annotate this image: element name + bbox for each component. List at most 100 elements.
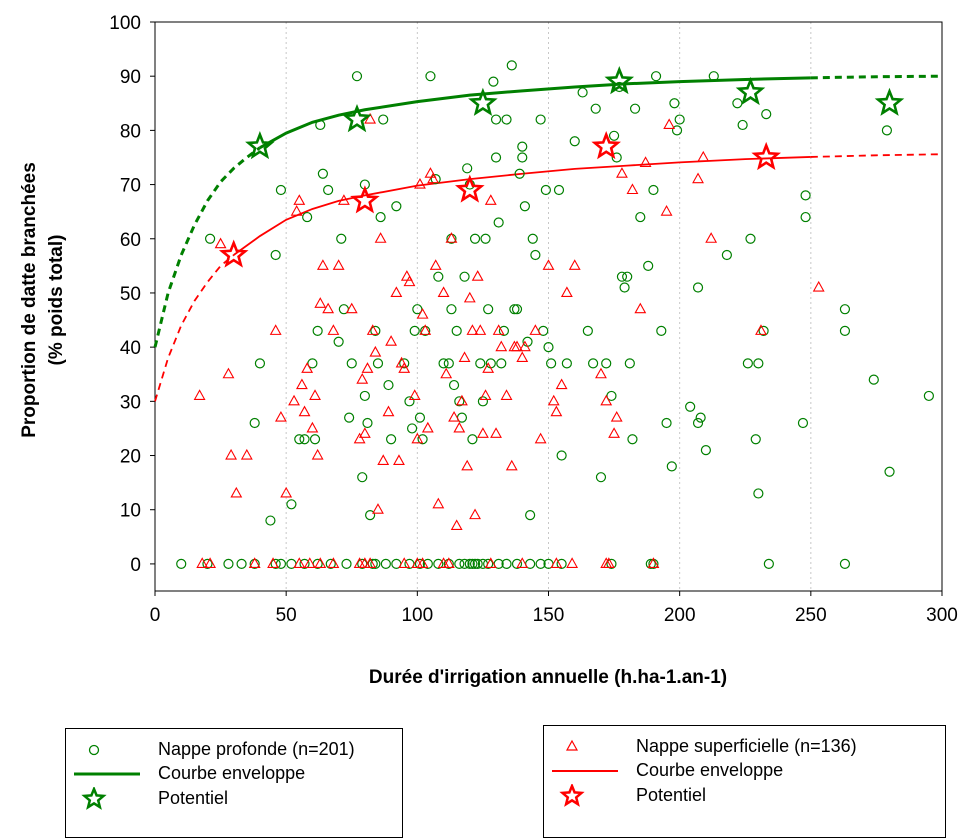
- data-point-circle: [501, 114, 512, 125]
- data-point-triangle: [542, 259, 555, 270]
- data-point-triangle: [550, 557, 563, 568]
- y-tick-label: 20: [120, 447, 141, 468]
- data-point-triangle: [382, 405, 395, 417]
- data-point-circle: [601, 358, 612, 369]
- data-point-triangle: [602, 557, 615, 568]
- data-point-circle: [359, 390, 370, 402]
- data-point-triangle: [547, 394, 560, 406]
- data-point-triangle: [421, 421, 434, 433]
- data-point-circle: [674, 114, 685, 125]
- data-point-circle: [800, 211, 811, 223]
- data-point-circle: [923, 390, 934, 402]
- envelope-dashed-start: [154, 254, 235, 402]
- data-point-triangle: [314, 557, 327, 568]
- data-point-circle: [370, 558, 381, 570]
- data-point-triangle: [639, 156, 652, 167]
- x-axis-title: Durée d'irrigation annuelle (h.ha-1.an-1…: [369, 667, 727, 688]
- data-point-triangle: [288, 394, 300, 406]
- data-point-circle: [309, 434, 321, 445]
- data-point-circle: [202, 558, 213, 570]
- line-marker-icon: [552, 770, 618, 772]
- data-point-circle: [619, 282, 630, 293]
- data-point-triangle: [437, 286, 450, 298]
- x-tick-label: 100: [401, 605, 433, 626]
- data-point-circle: [399, 358, 410, 369]
- data-point-triangle: [411, 432, 424, 444]
- star-marker-icon: [559, 784, 585, 807]
- data-point-triangle: [812, 280, 825, 292]
- data-point-circle: [517, 141, 528, 152]
- data-point-triangle: [705, 232, 718, 243]
- potentiel-star: [751, 141, 781, 171]
- data-point-circle: [493, 217, 504, 228]
- data-point-circle: [294, 434, 305, 445]
- data-point-circle: [307, 358, 318, 369]
- data-point-circle: [732, 98, 743, 109]
- data-point-circle: [501, 558, 512, 570]
- data-point-triangle: [663, 118, 676, 130]
- data-point-circle: [299, 558, 310, 570]
- data-point-circle: [370, 325, 381, 336]
- vertical-gridlines: [285, 22, 812, 591]
- legend-item-potentiel: Potentiel: [66, 787, 402, 811]
- data-point-circle: [553, 184, 565, 196]
- data-point-triangle: [455, 394, 468, 406]
- data-point-triangle: [429, 259, 442, 270]
- series-nappe-superficielle: [193, 112, 825, 568]
- data-point-triangle: [393, 454, 405, 465]
- data-point-circle: [881, 125, 893, 136]
- data-point-circle: [695, 412, 706, 423]
- data-point-circle: [517, 152, 528, 163]
- legend-label: Courbe enveloppe: [636, 760, 784, 780]
- data-point-circle: [480, 233, 491, 244]
- data-point-triangle: [214, 237, 227, 249]
- data-point-circle: [448, 379, 460, 391]
- data-point-triangle: [660, 205, 673, 216]
- y-tick-label: 30: [120, 392, 141, 413]
- data-point-circle: [527, 233, 538, 244]
- star-marker-icon: [81, 787, 107, 810]
- data-point-circle: [254, 358, 266, 369]
- envelope-solid: [259, 76, 811, 150]
- data-point-triangle: [322, 302, 335, 314]
- data-point-circle: [317, 168, 328, 179]
- data-point-triangle: [374, 232, 387, 243]
- data-point-circle: [884, 466, 895, 477]
- line-marker-icon: [74, 772, 140, 776]
- data-point-triangle: [398, 557, 411, 568]
- data-point-circle: [472, 558, 483, 570]
- data-point-triangle: [595, 367, 607, 379]
- data-point-triangle: [327, 324, 340, 335]
- data-point-circle: [477, 396, 489, 407]
- data-point-triangle: [222, 367, 235, 379]
- series-nappe-profonde: [176, 60, 934, 570]
- data-point-circle: [506, 60, 517, 71]
- data-point-circle: [737, 119, 748, 131]
- data-point-triangle: [692, 172, 704, 184]
- potentiel-star: [874, 87, 905, 116]
- data-point-circle: [498, 325, 510, 336]
- data-point-triangle: [474, 324, 487, 335]
- y-tick-label: 0: [130, 555, 141, 576]
- legend-item-nappe-superficielle: Nappe superficielle (n=136): [544, 735, 945, 759]
- data-point-triangle: [196, 557, 209, 568]
- data-point-circle: [535, 114, 546, 125]
- y-tick-label: 70: [120, 176, 141, 197]
- data-point-circle: [357, 472, 368, 483]
- data-point-circle: [800, 190, 811, 201]
- x-tick-label: 150: [533, 605, 565, 626]
- data-point-triangle: [469, 508, 481, 520]
- data-point-triangle: [369, 345, 382, 357]
- data-point-triangle: [634, 302, 647, 314]
- legend-label: Potentiel: [636, 785, 707, 805]
- data-point-circle: [459, 271, 470, 282]
- potentiel-star: [454, 174, 485, 203]
- data-point-circle: [509, 304, 520, 315]
- data-point-triangle: [353, 432, 366, 444]
- data-point-circle: [519, 201, 530, 212]
- data-point-circle: [438, 358, 449, 369]
- data-point-circle: [590, 103, 601, 114]
- data-point-triangle: [356, 373, 369, 384]
- data-point-circle: [270, 558, 281, 570]
- data-point-circle: [286, 499, 297, 510]
